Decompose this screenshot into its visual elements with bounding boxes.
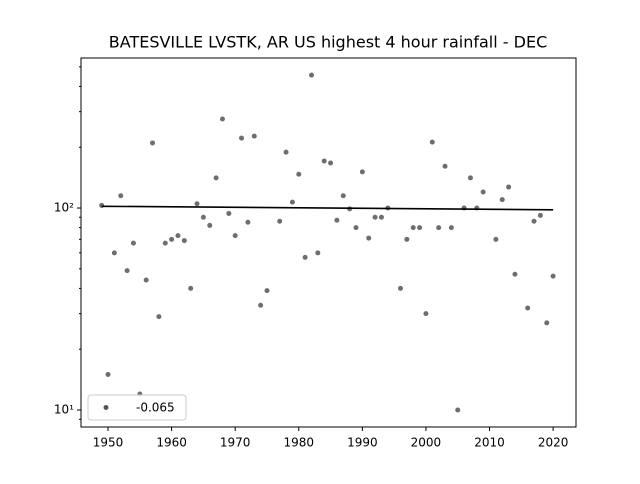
point (143, 277, 149, 283)
point (111, 250, 117, 256)
point (118, 193, 124, 199)
point (448, 225, 454, 231)
point (124, 268, 130, 274)
point (353, 225, 359, 231)
trend-line (101, 205, 554, 211)
point (239, 135, 245, 141)
point (200, 214, 206, 220)
point (442, 163, 448, 169)
x-tick-label: 2010 (474, 436, 505, 450)
point (213, 175, 219, 181)
point (328, 160, 334, 166)
x-tick-label: 1960 (156, 436, 187, 450)
point (315, 250, 321, 256)
chart-title: BATESVILLE LVSTK, AR US highest 4 hour r… (109, 33, 547, 52)
point (188, 285, 194, 291)
point (296, 171, 302, 177)
point (162, 240, 168, 246)
point (398, 285, 404, 291)
legend-label: -0.065 (136, 401, 175, 415)
point (436, 225, 442, 231)
legend-marker (103, 405, 109, 410)
point (251, 133, 257, 139)
x-tick-label: 1950 (93, 436, 124, 450)
point (512, 271, 518, 277)
point (340, 193, 346, 199)
point (219, 116, 225, 122)
point (423, 311, 429, 317)
point (150, 140, 156, 146)
point (181, 238, 187, 244)
point (302, 254, 308, 260)
point (130, 240, 136, 246)
legend-box (87, 394, 187, 421)
y-tick-label: 10¹ (54, 403, 74, 417)
point (245, 219, 251, 225)
point (544, 320, 550, 326)
plot-frame (80, 57, 577, 428)
y-tick-label: 10² (54, 201, 74, 215)
point (99, 202, 105, 208)
point (232, 233, 238, 239)
point (289, 199, 295, 205)
point (194, 201, 200, 207)
point (378, 214, 384, 220)
point (156, 314, 162, 320)
point (264, 288, 270, 294)
point (372, 214, 378, 220)
point (359, 169, 365, 175)
point (550, 273, 556, 279)
point (506, 184, 512, 190)
point (531, 218, 537, 224)
x-tick-label: 1990 (347, 436, 378, 450)
point (410, 225, 416, 231)
point (499, 197, 505, 203)
point (226, 210, 232, 216)
point (525, 305, 531, 311)
point (404, 236, 410, 242)
point (480, 189, 486, 195)
point (169, 236, 175, 242)
point (258, 302, 264, 308)
point (537, 212, 543, 218)
point (283, 149, 289, 155)
x-tick-label: 2020 (538, 436, 569, 450)
x-tick-label: 2000 (411, 436, 442, 450)
point (334, 217, 340, 223)
point (366, 235, 372, 241)
point (308, 72, 314, 78)
point (105, 371, 111, 377)
point (467, 175, 473, 181)
point (429, 139, 435, 145)
point (417, 225, 423, 231)
point (493, 236, 499, 242)
point (207, 222, 213, 228)
point (175, 233, 181, 239)
point (321, 158, 327, 164)
point (455, 407, 461, 413)
point (277, 218, 283, 224)
x-tick-label: 1970 (220, 436, 251, 450)
x-tick-label: 1980 (284, 436, 315, 450)
